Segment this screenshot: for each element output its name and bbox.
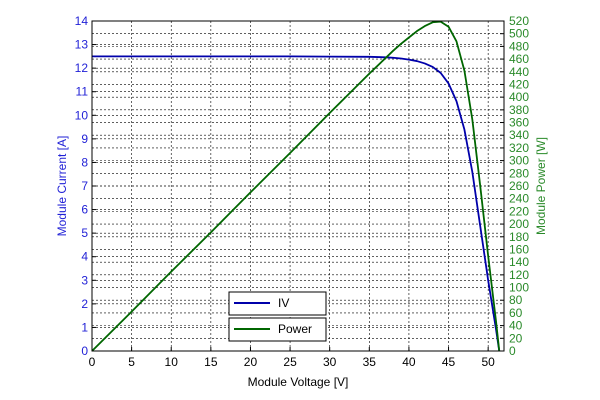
x-tick-label: 40 xyxy=(402,355,416,369)
y-right-tick-label: 160 xyxy=(509,242,529,256)
x-tick-label: 35 xyxy=(363,355,377,369)
y-right-tick-label: 440 xyxy=(509,65,529,79)
x-tick-label: 50 xyxy=(481,355,495,369)
grid xyxy=(91,20,504,352)
legend: IV Power xyxy=(228,291,327,342)
y-right-tick-label: 60 xyxy=(509,306,523,320)
y-left-tick-label: 8 xyxy=(81,155,88,169)
y-left-tick-label: 3 xyxy=(81,273,88,287)
y-left-tick-label: 11 xyxy=(76,85,89,99)
y-right-tick-label: 400 xyxy=(509,90,529,104)
y-right-tick-label: 100 xyxy=(509,281,529,295)
series-layer xyxy=(91,20,501,352)
x-tick-label: 10 xyxy=(165,355,179,369)
y-right-tick-label: 20 xyxy=(509,331,523,345)
y-left-tick-label: 13 xyxy=(75,38,89,52)
series-line-power xyxy=(91,20,501,352)
y-left-tick-label: 9 xyxy=(81,132,88,146)
x-tick-label: 30 xyxy=(323,355,337,369)
y-right-tick-label: 420 xyxy=(509,77,529,91)
y-right-tick-label: 0 xyxy=(509,344,516,358)
y-left-tick-label: 2 xyxy=(81,297,88,311)
y-right-tick-label: 280 xyxy=(509,166,529,180)
y-left-tick-label: 6 xyxy=(81,203,88,217)
y-right-tick-label: 460 xyxy=(509,52,529,66)
legend-label-power: Power xyxy=(278,322,312,336)
y-left-tick-label: 1 xyxy=(81,320,88,334)
y-left-tick-label: 10 xyxy=(75,108,89,122)
x-tick-label: 20 xyxy=(244,355,258,369)
legend-box-power xyxy=(228,317,327,342)
y-right-tick-label: 140 xyxy=(509,255,529,269)
y-left-tick-label: 5 xyxy=(81,226,88,240)
y-right-tick-label: 320 xyxy=(509,141,529,155)
series-line-iv xyxy=(92,55,501,352)
x-tick-label: 25 xyxy=(283,355,297,369)
y-right-tick-label: 120 xyxy=(509,268,529,282)
y-right-tick-label: 240 xyxy=(509,192,529,206)
y-right-tick-label: 200 xyxy=(509,217,529,231)
y-right-tick-label: 300 xyxy=(509,154,529,168)
legend-box-iv xyxy=(228,291,327,316)
y-right-tick-label: 80 xyxy=(509,293,523,307)
y-left-tick-label: 4 xyxy=(81,250,88,264)
y-right-tick-label: 520 xyxy=(509,14,529,28)
y-right-tick-label: 360 xyxy=(509,116,529,130)
y-right-tick-label: 180 xyxy=(509,230,529,244)
legend-label-iv: IV xyxy=(278,296,289,310)
y-right-tick-label: 480 xyxy=(509,39,529,53)
x-tick-label: 45 xyxy=(442,355,456,369)
x-axis-label: Module Voltage [V] xyxy=(248,375,349,389)
x-tick-label: 5 xyxy=(128,355,135,369)
y-right-tick-label: 260 xyxy=(509,179,529,193)
y-left-tick-label: 14 xyxy=(75,14,89,28)
y-left-tick-label: 0 xyxy=(81,344,88,358)
y-right-tick-label: 340 xyxy=(509,128,529,142)
y-left-tick-label: 7 xyxy=(81,179,88,193)
y-left-axis-label: Module Current [A] xyxy=(55,136,69,237)
y-right-axis-label: Module Power [W] xyxy=(534,137,548,235)
y-right-tick-label: 40 xyxy=(509,319,523,333)
x-tick-label: 15 xyxy=(204,355,218,369)
tick-layer: 0 5 10 15 20 25 30 35 40 45 5001234567891011121314… xyxy=(75,14,530,369)
x-tick-label: 0 xyxy=(89,355,96,369)
y-left-tick-label: 12 xyxy=(75,61,89,75)
y-right-tick-label: 220 xyxy=(509,204,529,218)
y-right-tick-label: 380 xyxy=(509,103,529,117)
y-right-tick-label: 500 xyxy=(509,27,529,41)
